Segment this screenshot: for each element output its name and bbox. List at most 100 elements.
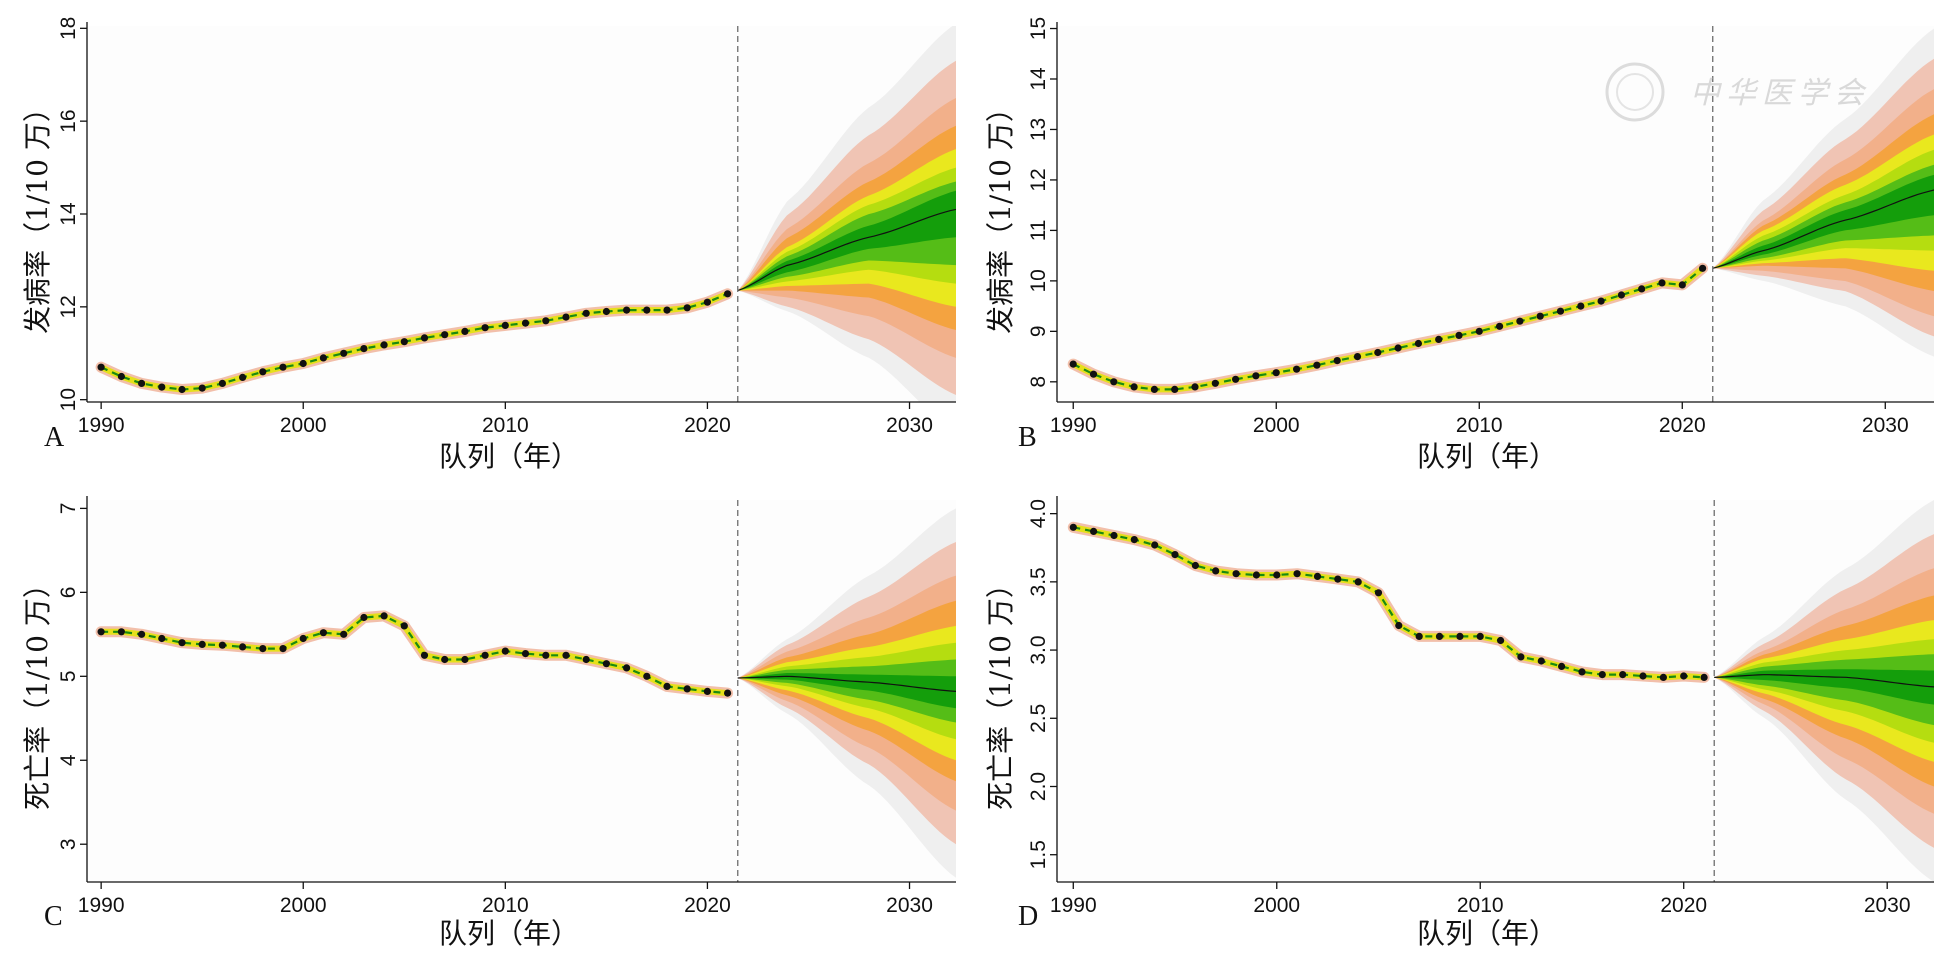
- data-point-1998: [259, 645, 267, 653]
- data-point-2017: [1617, 291, 1625, 299]
- data-point-2014: [1556, 307, 1565, 315]
- observed-series: [95, 610, 734, 699]
- panel-letter: A: [44, 422, 65, 453]
- data-point-2011: [1497, 636, 1505, 645]
- data-point-2001: [1293, 365, 1301, 373]
- data-point-2021: [1700, 673, 1708, 682]
- data-point-1994: [178, 385, 186, 394]
- data-point-1992: [1110, 378, 1118, 386]
- data-point-2011: [1496, 322, 1504, 330]
- data-point-1996: [218, 641, 226, 649]
- data-point-2020: [1678, 281, 1686, 289]
- y-tick-label: 2.5: [1027, 704, 1050, 733]
- data-point-2006: [1395, 621, 1403, 630]
- data-point-1995: [198, 384, 206, 392]
- x-tick-label: 2010: [482, 894, 529, 917]
- y-tick-label: 13: [1027, 118, 1050, 141]
- data-point-1991: [117, 628, 125, 636]
- data-point-2016: [1597, 297, 1605, 305]
- data-point-2004: [1353, 353, 1362, 361]
- data-point-2015: [1577, 302, 1585, 310]
- data-point-2010: [501, 321, 509, 329]
- data-point-2021: [724, 290, 732, 298]
- data-point-1995: [1171, 385, 1179, 393]
- forecast-band-20: [1712, 174, 1934, 269]
- x-tick-label: 2020: [684, 414, 731, 437]
- x-axis-title: 队列（年）: [1417, 440, 1557, 473]
- data-point-2012: [1517, 653, 1525, 661]
- observed-series: [1067, 262, 1709, 395]
- forecast-band-20: [1714, 669, 1934, 705]
- data-point-1993: [158, 634, 166, 643]
- observed-series: [95, 288, 734, 395]
- data-point-1998: [1232, 375, 1240, 383]
- data-point-1990: [1069, 360, 1077, 368]
- data-point-2002: [1313, 572, 1322, 581]
- y-axis-title: 死亡率（1/10 万）: [21, 570, 54, 810]
- data-point-2016: [623, 306, 631, 314]
- data-point-1994: [1150, 385, 1158, 393]
- watermark: 中华医学会: [1605, 62, 1864, 122]
- y-tick-label: 10: [1027, 269, 1050, 292]
- data-point-2005: [400, 622, 408, 630]
- data-point-2005: [400, 338, 408, 346]
- panel-letter: C: [44, 901, 63, 932]
- data-point-2009: [1456, 632, 1464, 641]
- watermark-seal-inner-icon: [1616, 73, 1654, 111]
- x-tick-label: 2000: [280, 894, 327, 917]
- data-point-2000: [1273, 571, 1281, 579]
- data-point-2008: [461, 327, 469, 335]
- data-point-2009: [481, 651, 489, 659]
- y-tick-label: 9: [1027, 325, 1050, 337]
- x-tick-label: 1990: [1050, 414, 1097, 437]
- data-point-2006: [1394, 344, 1402, 352]
- x-axis-title: 队列（年）: [439, 440, 579, 473]
- data-point-1996: [218, 379, 226, 387]
- y-tick-label: 3.0: [1027, 635, 1050, 664]
- x-tick-label: 2020: [1659, 414, 1706, 437]
- data-point-2001: [319, 629, 327, 637]
- data-point-2011: [521, 650, 530, 658]
- data-point-2001: [1293, 570, 1301, 578]
- data-point-2015: [1578, 668, 1586, 676]
- data-point-1992: [1110, 531, 1118, 540]
- data-point-1993: [158, 383, 166, 391]
- data-point-2005: [1374, 348, 1382, 357]
- y-tick-label: 4.0: [1027, 499, 1050, 528]
- data-point-1995: [198, 640, 206, 649]
- x-tick-label: 2020: [1660, 894, 1707, 917]
- data-point-2010: [1475, 327, 1483, 335]
- data-point-1999: [279, 363, 287, 371]
- data-point-1999: [279, 645, 287, 653]
- data-point-2019: [1658, 279, 1666, 287]
- data-point-2019: [683, 304, 691, 312]
- data-point-2005: [1374, 589, 1383, 597]
- data-point-2010: [501, 647, 509, 655]
- data-point-2008: [1435, 335, 1443, 343]
- x-tick-label: 1990: [78, 414, 125, 437]
- data-point-1997: [239, 643, 247, 651]
- data-point-1997: [1212, 567, 1220, 575]
- forecast-median-line: [1714, 674, 1934, 688]
- y-tick-label: 4: [57, 754, 80, 766]
- data-point-1997: [239, 373, 247, 381]
- data-point-1994: [178, 639, 186, 647]
- data-point-1996: [1191, 561, 1199, 570]
- panel-c: 1990 2000 2010 2020 2030 3 4 5 6 7 队列（年） 死亡率（1/10 万…: [21, 496, 956, 950]
- panel-b: 1990 2000 2010 2020 2030 8 9 10 11 12 13 14 15 队列（年） 发…: [984, 17, 1934, 473]
- data-point-2013: [562, 313, 570, 321]
- x-tick-label: 1990: [1050, 894, 1097, 917]
- data-point-2019: [683, 685, 691, 693]
- x-tick-label: 2030: [886, 414, 933, 437]
- data-point-1992: [138, 630, 146, 638]
- y-tick-label: 15: [1027, 17, 1050, 40]
- data-point-2020: [703, 687, 712, 696]
- data-point-2017: [643, 672, 651, 680]
- data-point-1997: [1211, 379, 1219, 387]
- y-tick-label: 3: [57, 838, 80, 850]
- data-point-2021: [1699, 264, 1707, 272]
- data-point-2012: [542, 651, 550, 659]
- data-point-2003: [1333, 357, 1341, 365]
- data-point-2007: [441, 331, 449, 339]
- data-point-2014: [1558, 662, 1566, 671]
